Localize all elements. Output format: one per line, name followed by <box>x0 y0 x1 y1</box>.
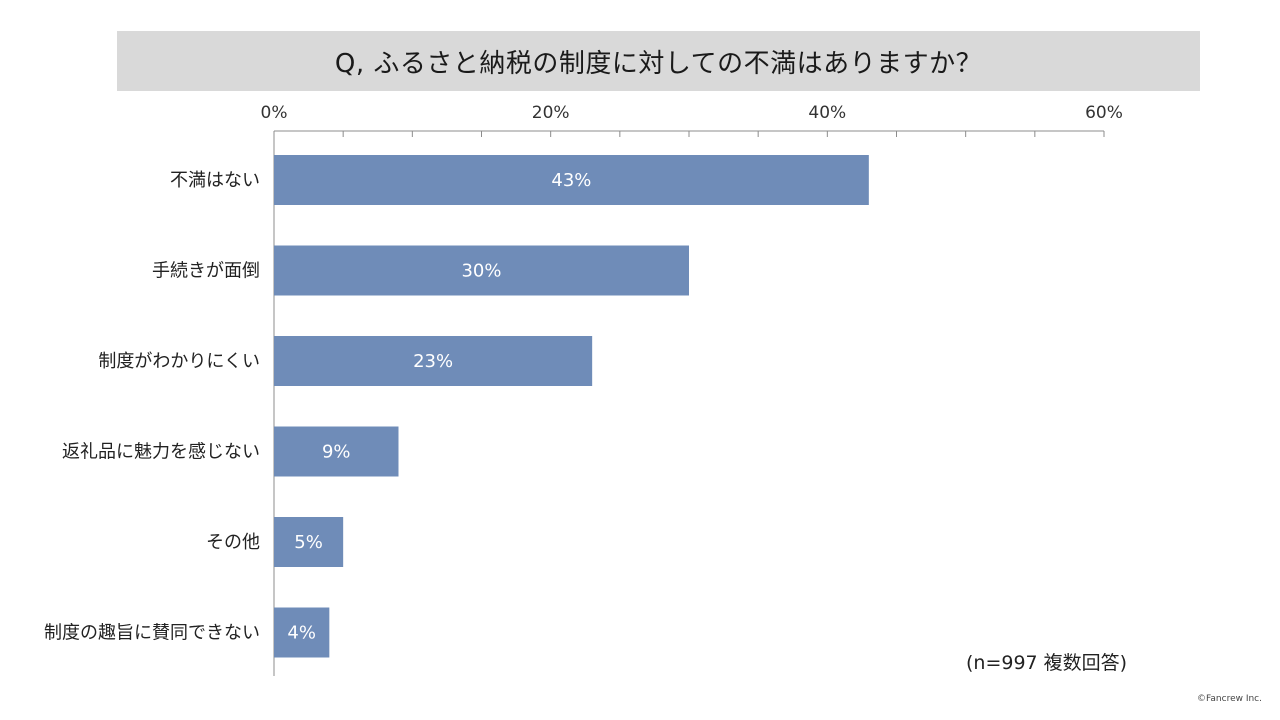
category-label: 不満はない <box>170 170 260 191</box>
x-axis: 0% 20% 40% 60% <box>261 103 1123 676</box>
copyright-credit: ©Fancrew Inc. <box>1197 694 1262 704</box>
x-tick-label: 60% <box>1085 103 1123 123</box>
bar-value-label: 30% <box>461 261 501 282</box>
category-label: その他 <box>206 532 260 553</box>
bar-value-label: 5% <box>294 532 323 553</box>
x-tick-label: 40% <box>808 103 846 123</box>
bar <box>274 245 689 296</box>
chart-title-band: Q, ふるさと納税の制度に対しての不満はありますか？ <box>117 31 1200 91</box>
bar-value-label: 43% <box>551 170 591 191</box>
x-tick-label: 20% <box>532 103 570 123</box>
bar-series: 43% 不満はない 30% 手続きが面倒 23% 制度がわかりにくい 9% 返礼品に魅力を感じ… <box>44 155 869 658</box>
category-label: 手続きが面倒 <box>152 261 260 282</box>
bar-value-label: 9% <box>322 442 351 463</box>
bar <box>274 336 593 386</box>
bar-value-label: 4% <box>287 623 316 644</box>
bar-value-label: 23% <box>413 351 453 372</box>
bar <box>274 155 869 205</box>
bar <box>274 426 399 477</box>
sample-size-note: (n=997 複数回答) <box>966 652 1128 674</box>
category-label: 制度の趣旨に賛同できない <box>44 623 260 644</box>
bar <box>274 607 330 658</box>
chart-title: Q, ふるさと納税の制度に対しての不満はありますか？ <box>334 48 983 79</box>
category-label: 制度がわかりにくい <box>98 351 260 372</box>
x-tick-label: 0% <box>261 103 288 123</box>
category-label: 返礼品に魅力を感じない <box>62 442 260 463</box>
bar <box>274 517 344 567</box>
